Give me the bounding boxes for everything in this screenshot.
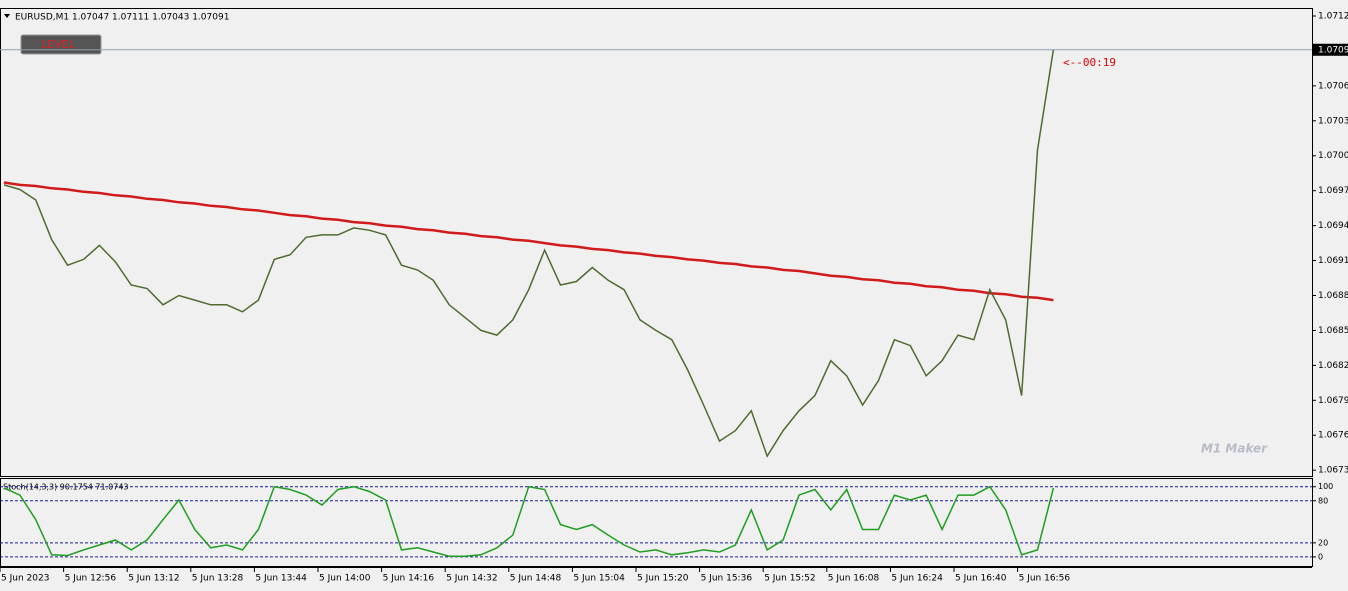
price-label-box	[1313, 43, 1348, 56]
y-tick-label: 1.0685	[1318, 326, 1348, 336]
x-tick-label: 5 Jun 15:36	[701, 574, 753, 584]
y-tick-label: 1.0694	[1318, 221, 1348, 231]
x-tick-label: 5 Jun 16:08	[828, 574, 880, 584]
y-tick-label: 1.0706	[1318, 81, 1348, 91]
y-tick-label: 1.0682	[1318, 361, 1348, 371]
y-tick-label: 80	[1318, 496, 1328, 505]
y-tick-label: 1.0700	[1318, 151, 1348, 161]
chart-title: EURUSD,M1 1.07047 1.07111 1.07043 1.0709…	[15, 13, 229, 23]
x-tick-label: 5 Jun 15:20	[637, 574, 689, 584]
x-tick-label: 5 Jun 2023	[1, 574, 49, 584]
y-tick-label: 1.0697	[1318, 186, 1348, 196]
y-tick-label: 1.0679	[1318, 396, 1348, 406]
stoch-panel	[0, 478, 1313, 567]
x-tick-label: 5 Jun 13:44	[255, 574, 307, 584]
y-tick-label: 1.0691	[1318, 256, 1348, 266]
x-tick-label: 5 Jun 14:32	[446, 574, 497, 584]
y-tick-label: 0	[1318, 552, 1323, 561]
level-button[interactable]	[20, 34, 102, 55]
series-line	[3, 49, 1055, 458]
x-tick-label: 5 Jun 13:28	[192, 574, 244, 584]
x-tick-label: 5 Jun 15:52	[764, 574, 815, 584]
x-tick-label: 5 Jun 16:40	[955, 574, 1007, 584]
series-line	[3, 181, 1054, 302]
level-button-label[interactable]: LEVEL	[41, 38, 76, 51]
x-tick-label: 5 Jun 12:56	[65, 574, 117, 584]
countdown: <--00:19	[1063, 56, 1116, 69]
price-label: 1.0709	[1318, 45, 1348, 55]
x-tick-label: 5 Jun 14:48	[510, 574, 562, 584]
x-tick-label: 5 Jun 16:56	[1019, 574, 1071, 584]
series-line	[3, 485, 1055, 557]
x-tick-label: 5 Jun 14:00	[319, 574, 371, 584]
y-tick-label: 1.0673	[1318, 466, 1348, 476]
main-panel	[0, 8, 1313, 477]
y-tick-label: 100	[1318, 482, 1333, 491]
y-tick-label: 20	[1318, 538, 1328, 547]
x-tick-label: 5 Jun 13:12	[128, 574, 179, 584]
watermark: M1 Maker	[1201, 442, 1268, 456]
y-tick-label: 1.0688	[1318, 291, 1348, 301]
y-tick-label: 1.0712	[1318, 11, 1348, 21]
menu-arrow[interactable]	[4, 14, 10, 18]
y-tick-label: 1.0703	[1318, 116, 1348, 126]
x-tick-label: 5 Jun 16:24	[891, 574, 943, 584]
x-tick-label: 5 Jun 15:04	[573, 574, 625, 584]
y-tick-label: 1.0676	[1318, 431, 1348, 441]
x-tick-label: 5 Jun 14:16	[383, 574, 435, 584]
